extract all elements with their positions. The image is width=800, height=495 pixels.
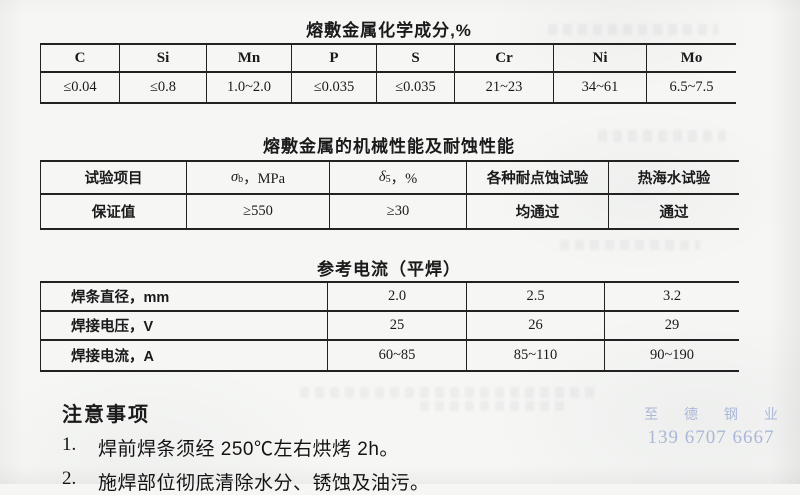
chem-value-cell: ≤0.04 — [63, 79, 97, 95]
note-number: 1. — [62, 434, 77, 455]
mech-header-test-item: 试验项目 — [41, 162, 186, 195]
mech-value-cell: ≥550 — [186, 195, 329, 228]
sigma-unit: ，MPa — [243, 171, 286, 187]
mech-header-pitting-test: 各种耐点蚀试验 — [466, 162, 608, 195]
current-value-cell: 26 — [466, 312, 604, 341]
section-title-reference-current: 参考电流（平焊） — [317, 260, 461, 279]
mechanical-properties-table: 试验项目 σ b ，MPa δ 5，% 各种耐点蚀试验 热海水试验 保证值 ≥550 … — [40, 160, 739, 230]
chem-value-cell: 34~61 — [553, 73, 646, 102]
bleedthrough-smudge — [420, 401, 570, 411]
chem-header-cell: Cr — [454, 45, 553, 73]
current-row-label-diameter: 焊条直径，mm — [41, 283, 327, 312]
current-value-cell: 2.5 — [466, 283, 604, 312]
sigma-symbol: σ — [230, 169, 239, 185]
notes-section: 注意事项 1. 焊前焊条须经 250℃左右烘烤 2h。 2. 施焊部位彻底清除水… — [62, 398, 430, 495]
current-value-cell: 25 — [327, 312, 466, 341]
note-item: 1. 焊前焊条须经 250℃左右烘烤 2h。 — [62, 434, 430, 461]
mech-header-tensile-strength: σ b ，MPa — [186, 162, 329, 195]
current-row-label-voltage: 焊接电压，V — [41, 312, 327, 341]
chem-value-cell: ≤0.035 — [291, 73, 376, 102]
delta-unit: ，% — [390, 171, 418, 187]
chem-value-cell: 1.0~2.0 — [206, 73, 291, 102]
delta-subscript: 5 — [385, 174, 391, 185]
chem-header-cell: C — [41, 45, 119, 73]
section-title-mechanical-properties: 熔敷金属的机械性能及耐蚀性能 — [263, 137, 515, 156]
current-value-cell: 85~110 — [466, 341, 604, 370]
bleedthrough-smudge — [560, 240, 700, 250]
mech-value-cell: 通过 — [608, 195, 739, 228]
note-number: 2. — [62, 468, 77, 489]
chem-header-cell: Ni — [553, 45, 646, 73]
chem-header-cell: Mo — [646, 45, 736, 73]
section-title-chemical-composition: 熔敷金属化学成分,% — [306, 21, 472, 40]
current-value-cell: 60~85 — [327, 341, 466, 370]
reference-current-table: 焊条直径，mm 2.0 2.5 3.2 焊接电压，V 25 26 29 焊接电流… — [40, 281, 739, 372]
chem-header-cell: Si — [119, 45, 206, 73]
current-value-cell: 29 — [604, 312, 739, 341]
chem-value-cell: 21~23 — [454, 73, 553, 102]
mech-header-hot-seawater-test: 热海水试验 — [608, 162, 739, 195]
chem-value-cell: 6.5~7.5 — [646, 73, 736, 102]
sigma-subscript: b — [238, 174, 244, 185]
watermark: 至 德 钢 业 139 6707 6667 — [628, 404, 794, 449]
watermark-company: 至 德 钢 业 — [644, 406, 789, 422]
notes-heading: 注意事项 — [62, 404, 150, 426]
mech-row-label-guaranteed: 保证值 — [91, 205, 136, 221]
chem-value-cell: ≤0.035 — [376, 73, 454, 102]
chemical-composition-table: C Si Mn P S Cr Ni Mo ≤0.04 ≤0.8 1.0~2.0 … — [40, 43, 736, 104]
current-row-label-amperage: 焊接电流，A — [71, 349, 154, 365]
current-value-cell: 2.0 — [327, 283, 466, 312]
current-value-cell: 3.2 — [604, 283, 739, 312]
note-text: 施焊部位彻底清除水分、锈蚀及油污。 — [98, 473, 430, 494]
current-value-cell: 90~190 — [604, 341, 739, 370]
mech-value-cell: ≥30 — [329, 195, 466, 228]
chem-header-cell: P — [291, 45, 376, 73]
note-text: 焊前焊条须经 250℃左右烘烤 2h。 — [98, 439, 399, 460]
bleedthrough-smudge — [300, 387, 600, 398]
chem-value-cell: ≤0.8 — [119, 73, 206, 102]
mech-header-elongation: δ 5，% — [329, 162, 466, 195]
chem-header-cell: Mn — [206, 45, 291, 73]
note-item: 2. 施焊部位彻底清除水分、锈蚀及油污。 — [62, 468, 430, 495]
watermark-phone: 139 6707 6667 — [647, 427, 775, 448]
chem-header-cell: S — [376, 45, 454, 73]
delta-symbol: δ — [378, 169, 386, 185]
mech-value-cell: 均通过 — [466, 195, 608, 228]
